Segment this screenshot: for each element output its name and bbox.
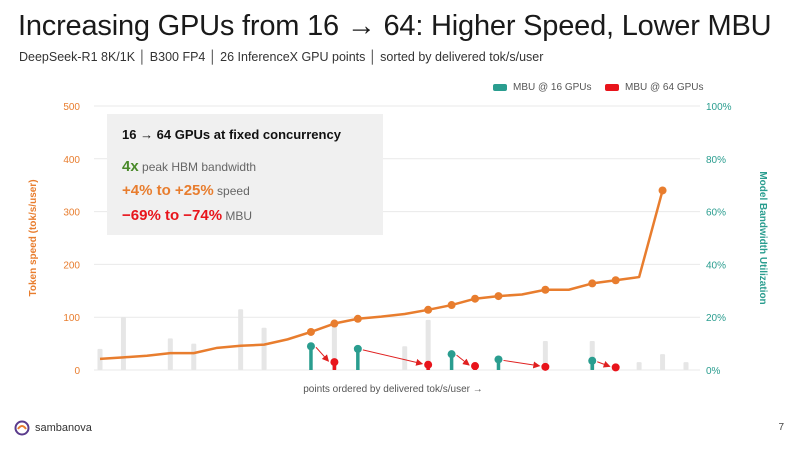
brand-name: sambanova bbox=[35, 422, 92, 434]
legend-item-mbu16: MBU @ 16 GPUs bbox=[493, 82, 592, 93]
y-tick-label: 0 bbox=[74, 366, 80, 377]
mbu-transition-arrow bbox=[456, 354, 470, 366]
speed-point bbox=[658, 186, 667, 195]
mbu-other-bar bbox=[542, 340, 548, 370]
mbu16-point bbox=[494, 355, 503, 364]
mbu-other-bar bbox=[660, 354, 666, 370]
y-tick-label: 100 bbox=[63, 313, 80, 324]
mbu-other-bar bbox=[402, 346, 408, 370]
speed-point bbox=[611, 276, 620, 285]
callout-heading: 16 → 64 GPUs at fixed concurrency bbox=[122, 127, 341, 142]
mbu16-point bbox=[447, 350, 456, 359]
y2-tick-label: 0% bbox=[706, 366, 721, 377]
legend-swatch-mbu64 bbox=[605, 84, 619, 91]
sambanova-logo-icon bbox=[14, 420, 30, 436]
mbu64-point bbox=[471, 362, 480, 371]
callout-speed-text: speed bbox=[213, 184, 250, 198]
y-tick-label: 500 bbox=[63, 102, 80, 113]
mbu-other-bar bbox=[97, 348, 103, 370]
mbu-transition-arrow bbox=[597, 360, 611, 368]
callout-bandwidth-value: 4x bbox=[122, 158, 139, 175]
legend-label-mbu16: MBU @ 16 GPUs bbox=[513, 82, 592, 93]
mbu-other-bar bbox=[238, 309, 244, 370]
speed-point bbox=[588, 279, 597, 288]
mbu64-point bbox=[330, 358, 339, 367]
y2-axis-title: Model Bandwidth Utilization bbox=[757, 171, 768, 304]
speed-point bbox=[471, 294, 480, 303]
mbu-transition-arrow bbox=[315, 346, 330, 362]
y2-tick-label: 40% bbox=[706, 260, 726, 271]
callout-mbu-text: MBU bbox=[222, 209, 253, 223]
mbu64-point bbox=[541, 362, 550, 371]
callout-box: 16 → 64 GPUs at fixed concurrency 4x pea… bbox=[107, 114, 383, 235]
legend-item-mbu64: MBU @ 64 GPUs bbox=[605, 82, 704, 93]
legend-swatch-mbu16 bbox=[493, 84, 507, 91]
y-axis-title: Token speed (tok/s/user) bbox=[28, 179, 39, 296]
mbu64-point bbox=[424, 360, 433, 369]
mbu-other-bar bbox=[683, 362, 689, 370]
y2-tick-label: 60% bbox=[706, 208, 726, 219]
page-title: Increasing GPUs from 16 → 64: Higher Spe… bbox=[18, 10, 772, 42]
speed-point bbox=[424, 305, 433, 314]
mbu16-point bbox=[306, 342, 315, 351]
page-subtitle: DeepSeek-R1 8K/1K │ B300 FP4 │ 26 Infere… bbox=[19, 50, 544, 64]
brand-logo: sambanova bbox=[14, 420, 92, 436]
mbu-other-bar bbox=[261, 327, 267, 370]
mbu-other-bar bbox=[425, 319, 431, 370]
callout-line-bandwidth: 4x peak HBM bandwidth bbox=[122, 158, 256, 175]
y-tick-label: 200 bbox=[63, 260, 80, 271]
callout-speed-value: +4% to +25% bbox=[122, 182, 214, 199]
mbu16-point bbox=[588, 356, 597, 365]
mbu-other-bar bbox=[120, 317, 126, 370]
speed-point bbox=[306, 327, 315, 336]
speed-point bbox=[541, 285, 550, 294]
y-tick-label: 400 bbox=[63, 155, 80, 166]
mbu-other-bar bbox=[636, 362, 642, 370]
speed-point bbox=[494, 292, 503, 301]
mbu-other-bar bbox=[191, 343, 197, 370]
callout-line-speed: +4% to +25% speed bbox=[122, 182, 250, 199]
y-tick-label: 300 bbox=[63, 208, 80, 219]
mbu-transition-arrow bbox=[503, 359, 541, 369]
speed-point bbox=[353, 314, 362, 323]
speed-line bbox=[99, 190, 664, 361]
x-axis-title: points ordered by delivered tok/s/user → bbox=[303, 384, 483, 395]
y2-tick-label: 100% bbox=[706, 102, 732, 113]
callout-bandwidth-text: peak HBM bandwidth bbox=[138, 160, 257, 174]
y2-tick-label: 20% bbox=[706, 313, 726, 324]
mbu-transition-arrow bbox=[362, 349, 424, 366]
speed-point bbox=[447, 301, 456, 310]
callout-line-mbu: −69% to −74% MBU bbox=[122, 207, 252, 224]
mbu16-point bbox=[353, 344, 362, 353]
legend-label-mbu64: MBU @ 64 GPUs bbox=[625, 82, 704, 93]
mbu64-point bbox=[611, 363, 620, 372]
y2-tick-label: 80% bbox=[706, 155, 726, 166]
speed-point bbox=[330, 319, 339, 328]
page-number: 7 bbox=[778, 422, 784, 433]
callout-mbu-value: −69% to −74% bbox=[122, 207, 223, 224]
